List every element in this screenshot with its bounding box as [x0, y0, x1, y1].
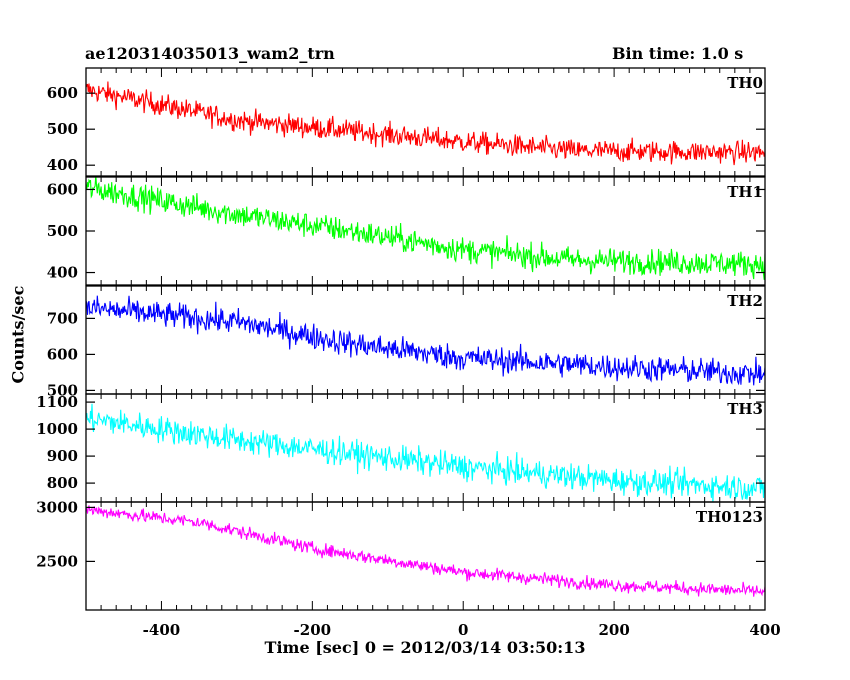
- y-tick-label: 2500: [36, 552, 78, 570]
- y-tick-label: 1100: [36, 393, 78, 411]
- series-line-th3: [86, 403, 765, 502]
- y-tick-label: 600: [47, 84, 78, 102]
- x-tick-label: -400: [143, 621, 181, 639]
- series-line-th0: [86, 81, 765, 166]
- y-tick-label: 500: [47, 120, 78, 138]
- x-axis-label: Time [sec] 0 = 2012/03/14 03:50:13: [264, 638, 586, 657]
- x-tick-label: 400: [749, 621, 780, 639]
- panel-label-th0: TH0: [727, 74, 763, 92]
- panel-label-th1: TH1: [727, 183, 763, 201]
- x-tick-label: -200: [294, 621, 332, 639]
- panel-frame-th0: [85, 67, 766, 177]
- y-tick-label: 500: [47, 381, 78, 399]
- x-tick-label: 200: [598, 621, 629, 639]
- panel-frame-th0123: [85, 501, 766, 611]
- series-line-th2: [86, 295, 765, 386]
- y-tick-label: 800: [47, 474, 78, 492]
- bin-time-label: Bin time: 1.0 s: [612, 44, 744, 63]
- x-tick-label: 0: [458, 621, 468, 639]
- y-tick-label: 1000: [36, 420, 78, 438]
- y-tick-label: 900: [47, 447, 78, 465]
- panel-label-th0123: TH0123: [696, 508, 763, 526]
- y-tick-label: 600: [47, 180, 78, 198]
- series-line-th0123: [86, 505, 765, 597]
- panel-label-th2: TH2: [727, 292, 763, 310]
- y-tick-label: 400: [47, 264, 78, 282]
- y-tick-label: 600: [47, 345, 78, 363]
- chart-title: ae120314035013_wam2_trn: [85, 44, 335, 63]
- y-axis-label: Counts/sec: [8, 285, 28, 384]
- y-tick-label: 500: [47, 222, 78, 240]
- series-line-th1: [86, 177, 765, 280]
- y-tick-label: 400: [47, 156, 78, 174]
- y-tick-label: 3000: [36, 498, 78, 516]
- panel-frame-th2: [85, 285, 766, 395]
- panel-label-th3: TH3: [727, 400, 763, 418]
- y-tick-label: 700: [47, 309, 78, 327]
